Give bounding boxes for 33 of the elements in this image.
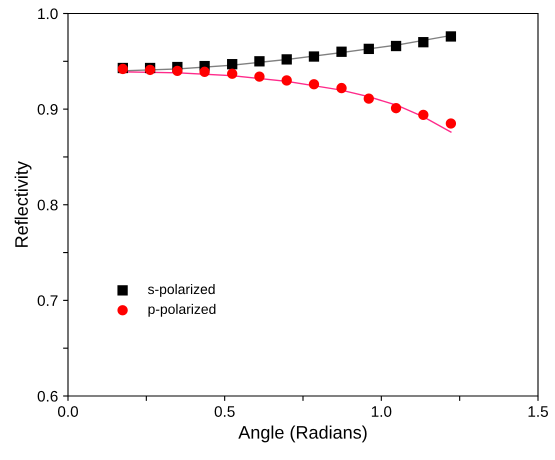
point [418, 37, 428, 48]
point [446, 118, 456, 129]
point [172, 66, 183, 76]
x-axis-title: Angle (Radians) [238, 426, 367, 442]
legend-label: s-polarized [148, 284, 215, 297]
point [418, 110, 428, 120]
x-tick-label: 1.5 [528, 406, 548, 417]
point [336, 46, 347, 57]
point [254, 71, 265, 82]
point [336, 82, 347, 94]
point [254, 56, 265, 66]
point [308, 51, 320, 62]
point [446, 31, 456, 42]
legend-label: p-polarized [148, 304, 216, 317]
x-tick-label: 0.0 [58, 406, 78, 417]
y-tick-label: 1.0 [38, 8, 58, 20]
point [308, 79, 320, 90]
point [390, 40, 402, 52]
point [282, 54, 292, 65]
y-tick-label: 0.7 [38, 295, 58, 306]
point [390, 103, 402, 114]
x-tick-label: 0.5 [214, 406, 235, 417]
point [282, 75, 292, 86]
y-tick-label: 0.9 [38, 104, 58, 115]
y-tick-label: 0.6 [38, 390, 58, 402]
point [227, 68, 238, 79]
y-tick-label: 0.8 [38, 200, 58, 210]
point [364, 93, 374, 104]
point [364, 44, 374, 54]
y-axis-title: Reflectivity [14, 161, 32, 247]
x-tick-label: 1.0 [372, 406, 392, 417]
point [227, 59, 238, 70]
point [199, 66, 210, 77]
